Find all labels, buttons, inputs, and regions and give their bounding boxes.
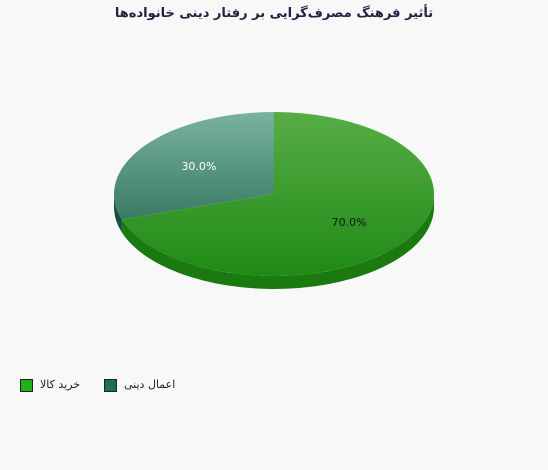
pie-side-0	[121, 194, 434, 289]
pie-labels: 70.0% 30.0%	[181, 160, 366, 229]
legend-label-kharid: خرید کالا	[40, 378, 81, 391]
legend: خرید کالا اعمال دینی	[20, 378, 280, 396]
chart-title: تأثیر فرهنگ مصرف‌گرایی بر رفتار دینی خان…	[114, 6, 434, 21]
pie-side	[114, 194, 434, 289]
pie-side-1	[114, 194, 122, 233]
pie-slice-0[interactable]	[121, 112, 434, 276]
pie-value-label-0: 70.0%	[332, 216, 367, 229]
pie-top	[113, 111, 434, 276]
legend-swatch-amal	[104, 379, 117, 392]
pie-value-label-1: 30.0%	[181, 160, 216, 173]
pie-slice-1[interactable]	[113, 111, 274, 220]
legend-swatch-kharid	[20, 379, 33, 392]
legend-label-amal: اعمال دینی	[124, 378, 176, 391]
